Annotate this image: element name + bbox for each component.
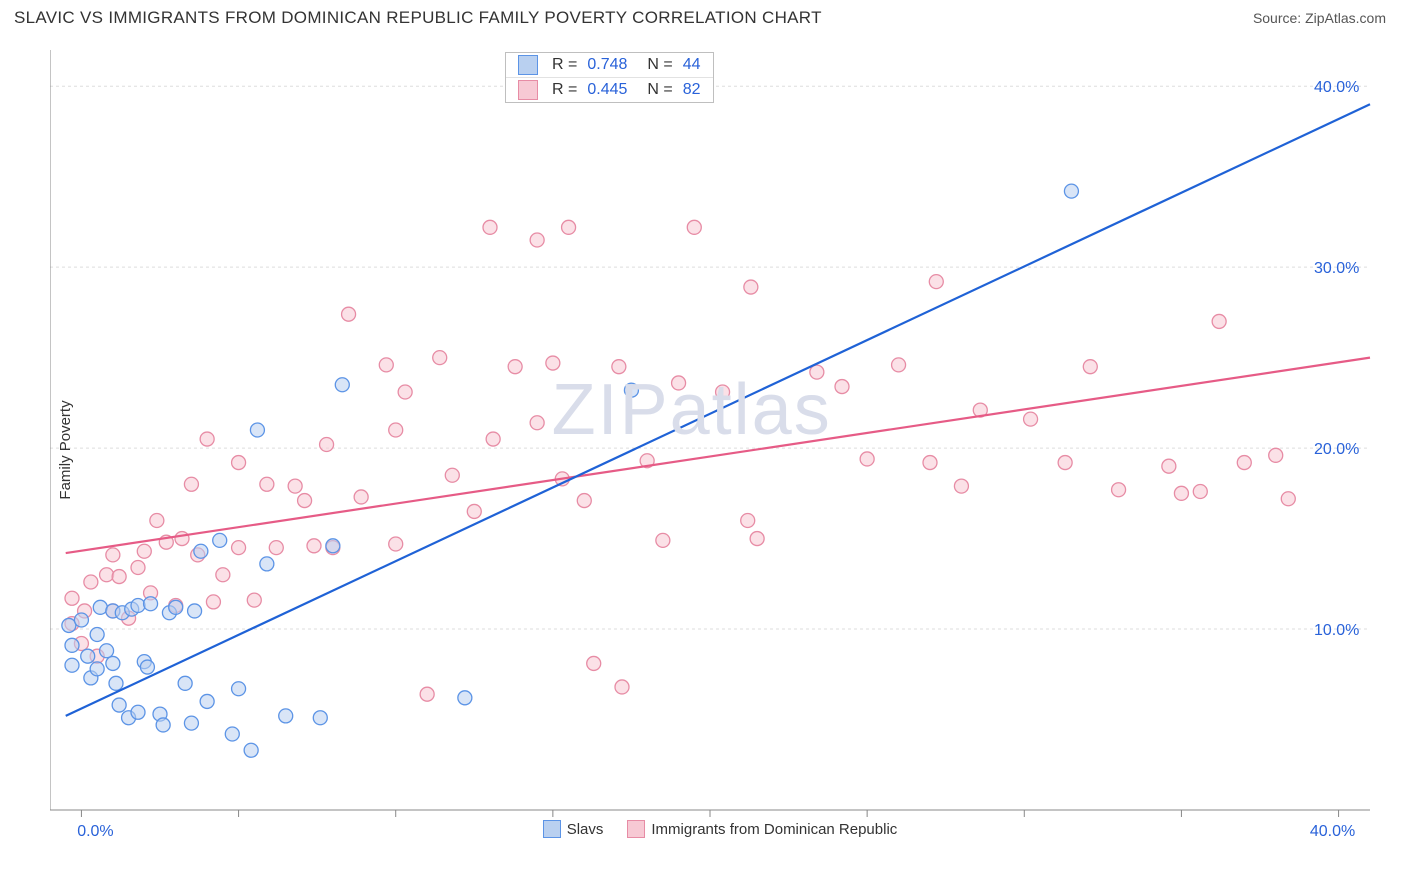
blue-swatch-icon (543, 820, 561, 838)
legend-label: Immigrants from Dominican Republic (651, 821, 897, 838)
legend-item: Slavs (543, 820, 604, 838)
svg-text:10.0%: 10.0% (1314, 622, 1359, 639)
series-legend: Slavs Immigrants from Dominican Republic (50, 820, 1390, 838)
scatter-chart: 0.0%40.0%10.0%20.0%30.0%40.0% (50, 40, 1390, 860)
stats-row: R = 0.748 N = 44 (506, 53, 713, 78)
chart-area: Family Poverty 0.0%40.0%10.0%20.0%30.0%4… (50, 40, 1390, 860)
y-axis-label: Family Poverty (57, 400, 74, 499)
stats-legend: R = 0.748 N = 44 R = 0.445 N = 82 (505, 52, 714, 103)
stat-n-value: 82 (683, 81, 701, 99)
stat-r-value: 0.445 (587, 81, 627, 99)
blue-swatch-icon (518, 55, 538, 75)
svg-text:30.0%: 30.0% (1314, 260, 1359, 277)
stat-r-label: R = (552, 81, 577, 99)
chart-title: SLAVIC VS IMMIGRANTS FROM DOMINICAN REPU… (14, 8, 822, 28)
legend-label: Slavs (567, 821, 604, 838)
stat-n-label: N = (647, 81, 672, 99)
stats-row: R = 0.445 N = 82 (506, 78, 713, 102)
svg-text:20.0%: 20.0% (1314, 441, 1359, 458)
stat-n-label: N = (647, 56, 672, 74)
pink-swatch-icon (518, 80, 538, 100)
svg-text:40.0%: 40.0% (1314, 79, 1359, 96)
legend-item: Immigrants from Dominican Republic (627, 820, 897, 838)
stat-r-label: R = (552, 56, 577, 74)
stat-n-value: 44 (683, 56, 701, 74)
stat-r-value: 0.748 (587, 56, 627, 74)
pink-swatch-icon (627, 820, 645, 838)
source-label: Source: ZipAtlas.com (1253, 10, 1386, 26)
